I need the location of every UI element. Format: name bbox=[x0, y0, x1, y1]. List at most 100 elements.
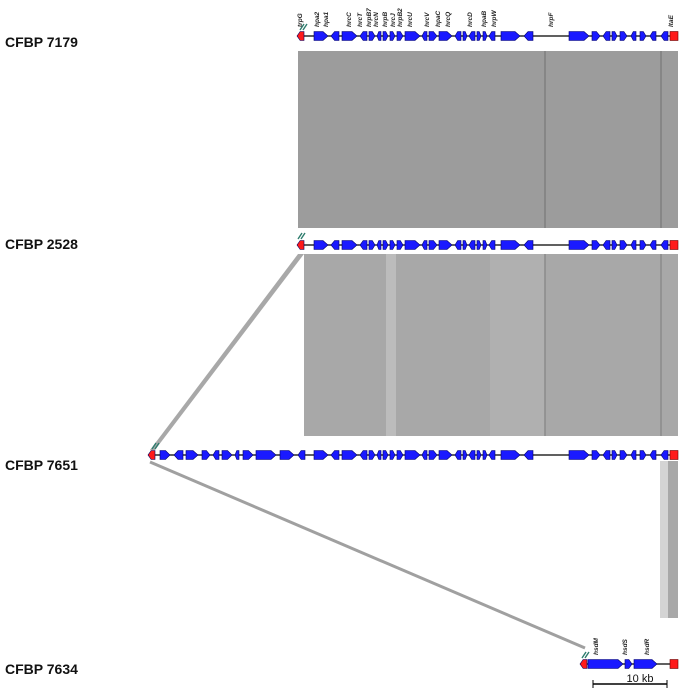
cfbp-2528-gene-arrow bbox=[389, 240, 396, 250]
cfbp-7651-gene-arrow bbox=[359, 450, 368, 460]
cfbp-7179-gene-arrow bbox=[619, 31, 628, 41]
cfbp-7179-gene-arrow bbox=[396, 31, 404, 41]
cfbp-7651-gene-arrow bbox=[428, 450, 438, 460]
cfbp-7651-gene-arrow bbox=[454, 450, 462, 460]
cfbp-2528-gene-arrow bbox=[619, 240, 628, 250]
homology-block-variant-light bbox=[386, 254, 396, 436]
cfbp-7651-gene-arrow bbox=[421, 450, 428, 460]
gene-label: hrcD bbox=[467, 12, 474, 27]
cfbp-2528-gene-arrow bbox=[660, 240, 669, 250]
cfbp-7179-gene-arrow bbox=[488, 31, 496, 41]
gene-label: hrcJ bbox=[390, 13, 397, 27]
homology-block-7651-7634-light bbox=[660, 461, 668, 618]
cfbp-2528-gene-arrow bbox=[330, 240, 340, 250]
cfbp-7179-gene-arrow bbox=[482, 31, 488, 41]
break-mark-icon bbox=[300, 232, 306, 240]
cfbp-7179-gene-arrow bbox=[404, 31, 421, 41]
gene-label: hsdM bbox=[593, 637, 600, 655]
cfbp-7651-gene-arrow bbox=[639, 450, 647, 460]
cfbp-7651-gene-arrow bbox=[212, 450, 220, 460]
cfbp-7179-gene-arrow bbox=[500, 31, 521, 41]
cfbp-2528-track bbox=[296, 232, 679, 250]
cfbp-2528-gene-arrow bbox=[462, 240, 468, 250]
homology-blocks bbox=[149, 51, 678, 650]
cfbp-7179-gene-arrow bbox=[630, 31, 637, 41]
cfbp-2528-gene-arrow bbox=[500, 240, 521, 250]
break-mark-icon bbox=[297, 232, 303, 240]
strain-label-cfbp-7634: CFBP 7634 bbox=[5, 661, 78, 677]
cfbp-2528-gene-arrow bbox=[568, 240, 590, 250]
cfbp-7651-gene-arrow bbox=[476, 450, 482, 460]
cfbp-2528-gene-arrow bbox=[396, 240, 404, 250]
cfbp-2528-gene-arrow bbox=[421, 240, 428, 250]
cfbp-7179-gene-arrow bbox=[523, 31, 534, 41]
strain-label-cfbp-7651: CFBP 7651 bbox=[5, 457, 78, 473]
cfbp-7179-gene-arrow bbox=[476, 31, 482, 41]
gene-label: ltaE bbox=[668, 14, 675, 27]
cfbp-7179-gene-arrow bbox=[428, 31, 438, 41]
strain-label-cfbp-2528: CFBP 2528 bbox=[5, 236, 78, 252]
cfbp-2528-gene-arrow bbox=[482, 240, 488, 250]
homology-block-variant bbox=[490, 254, 545, 436]
cfbp-7651-gene-arrow bbox=[482, 450, 488, 460]
gene-label: hpaC bbox=[435, 10, 442, 27]
cfbp-7651-gene-arrow bbox=[173, 450, 184, 460]
cfbp-7634-flank-gene-right bbox=[669, 659, 679, 669]
gene-label: hsdS bbox=[622, 638, 629, 655]
cfbp-2528-flank-gene-left bbox=[296, 240, 305, 250]
break-mark-icon bbox=[581, 651, 587, 659]
cfbp-7179-gene-arrow bbox=[639, 31, 647, 41]
cfbp-7651-gene-arrow bbox=[488, 450, 496, 460]
gene-label: hpa2 bbox=[314, 11, 321, 27]
cfbp-7179-gene-arrow bbox=[438, 31, 453, 41]
cfbp-2528-gene-arrow bbox=[404, 240, 421, 250]
cfbp-7634-flank-gene-left bbox=[579, 659, 588, 669]
cfbp-7179-gene-arrow bbox=[649, 31, 657, 41]
cfbp-7179-gene-arrow bbox=[376, 31, 382, 41]
cfbp-7179-gene-arrow bbox=[462, 31, 468, 41]
gene-label: hrcV bbox=[424, 12, 431, 27]
cfbp-7179-gene-arrow bbox=[454, 31, 462, 41]
cfbp-2528-gene-arrow bbox=[382, 240, 389, 250]
cfbp-7651-gene-arrow bbox=[630, 450, 637, 460]
cfbp-2528-gene-arrow bbox=[368, 240, 376, 250]
cfbp-2528-gene-arrow bbox=[602, 240, 611, 250]
cfbp-2528-gene-arrow bbox=[454, 240, 462, 250]
cfbp-7651-gene-arrow bbox=[396, 450, 404, 460]
cfbp-7179-gene-arrow bbox=[389, 31, 396, 41]
cfbp-7651-gene-arrow bbox=[568, 450, 590, 460]
cfbp-7651-gene-arrow bbox=[341, 450, 358, 460]
break-mark-icon bbox=[299, 23, 305, 31]
gene-label: hrcC bbox=[346, 12, 353, 27]
cfbp-2528-gene-arrow bbox=[376, 240, 382, 250]
gene-tracks bbox=[147, 23, 679, 669]
cfbp-7651-gene-arrow bbox=[462, 450, 468, 460]
cfbp-2528-gene-arrow bbox=[428, 240, 438, 250]
cfbp-7179-flank-gene-right bbox=[669, 31, 679, 41]
scale-bar-label: 10 kb bbox=[627, 673, 654, 685]
gene-label: hrcT bbox=[357, 12, 364, 27]
cfbp-7651-gene-arrow bbox=[201, 450, 211, 460]
cfbp-7179-gene-arrow bbox=[421, 31, 428, 41]
cfbp-7651-gene-arrow bbox=[242, 450, 254, 460]
cfbp-7651-gene-arrow bbox=[234, 450, 240, 460]
cfbp-7179-gene-arrow bbox=[611, 31, 618, 41]
cfbp-7179-gene-arrow bbox=[602, 31, 611, 41]
cfbp-7651-gene-arrow bbox=[382, 450, 389, 460]
cfbp-7651-gene-arrow bbox=[313, 450, 329, 460]
cfbp-7179-gene-arrow bbox=[468, 31, 476, 41]
scale-bar: 10 kb bbox=[592, 673, 668, 688]
gene-label: hrcU bbox=[407, 12, 414, 27]
cfbp-2528-gene-arrow bbox=[341, 240, 358, 250]
cfbp-7651-gene-arrow bbox=[591, 450, 601, 460]
cfbp-2528-gene-arrow bbox=[523, 240, 534, 250]
cfbp-7651-gene-arrow bbox=[221, 450, 233, 460]
cfbp-2528-gene-arrow bbox=[476, 240, 482, 250]
cfbp-7634-gene-arrow bbox=[587, 659, 624, 669]
cfbp-7651-gene-arrow bbox=[279, 450, 295, 460]
cfbp-7651-gene-arrow bbox=[159, 450, 171, 460]
cfbp-7179-gene-arrow bbox=[359, 31, 368, 41]
cfbp-7651-gene-arrow bbox=[611, 450, 618, 460]
